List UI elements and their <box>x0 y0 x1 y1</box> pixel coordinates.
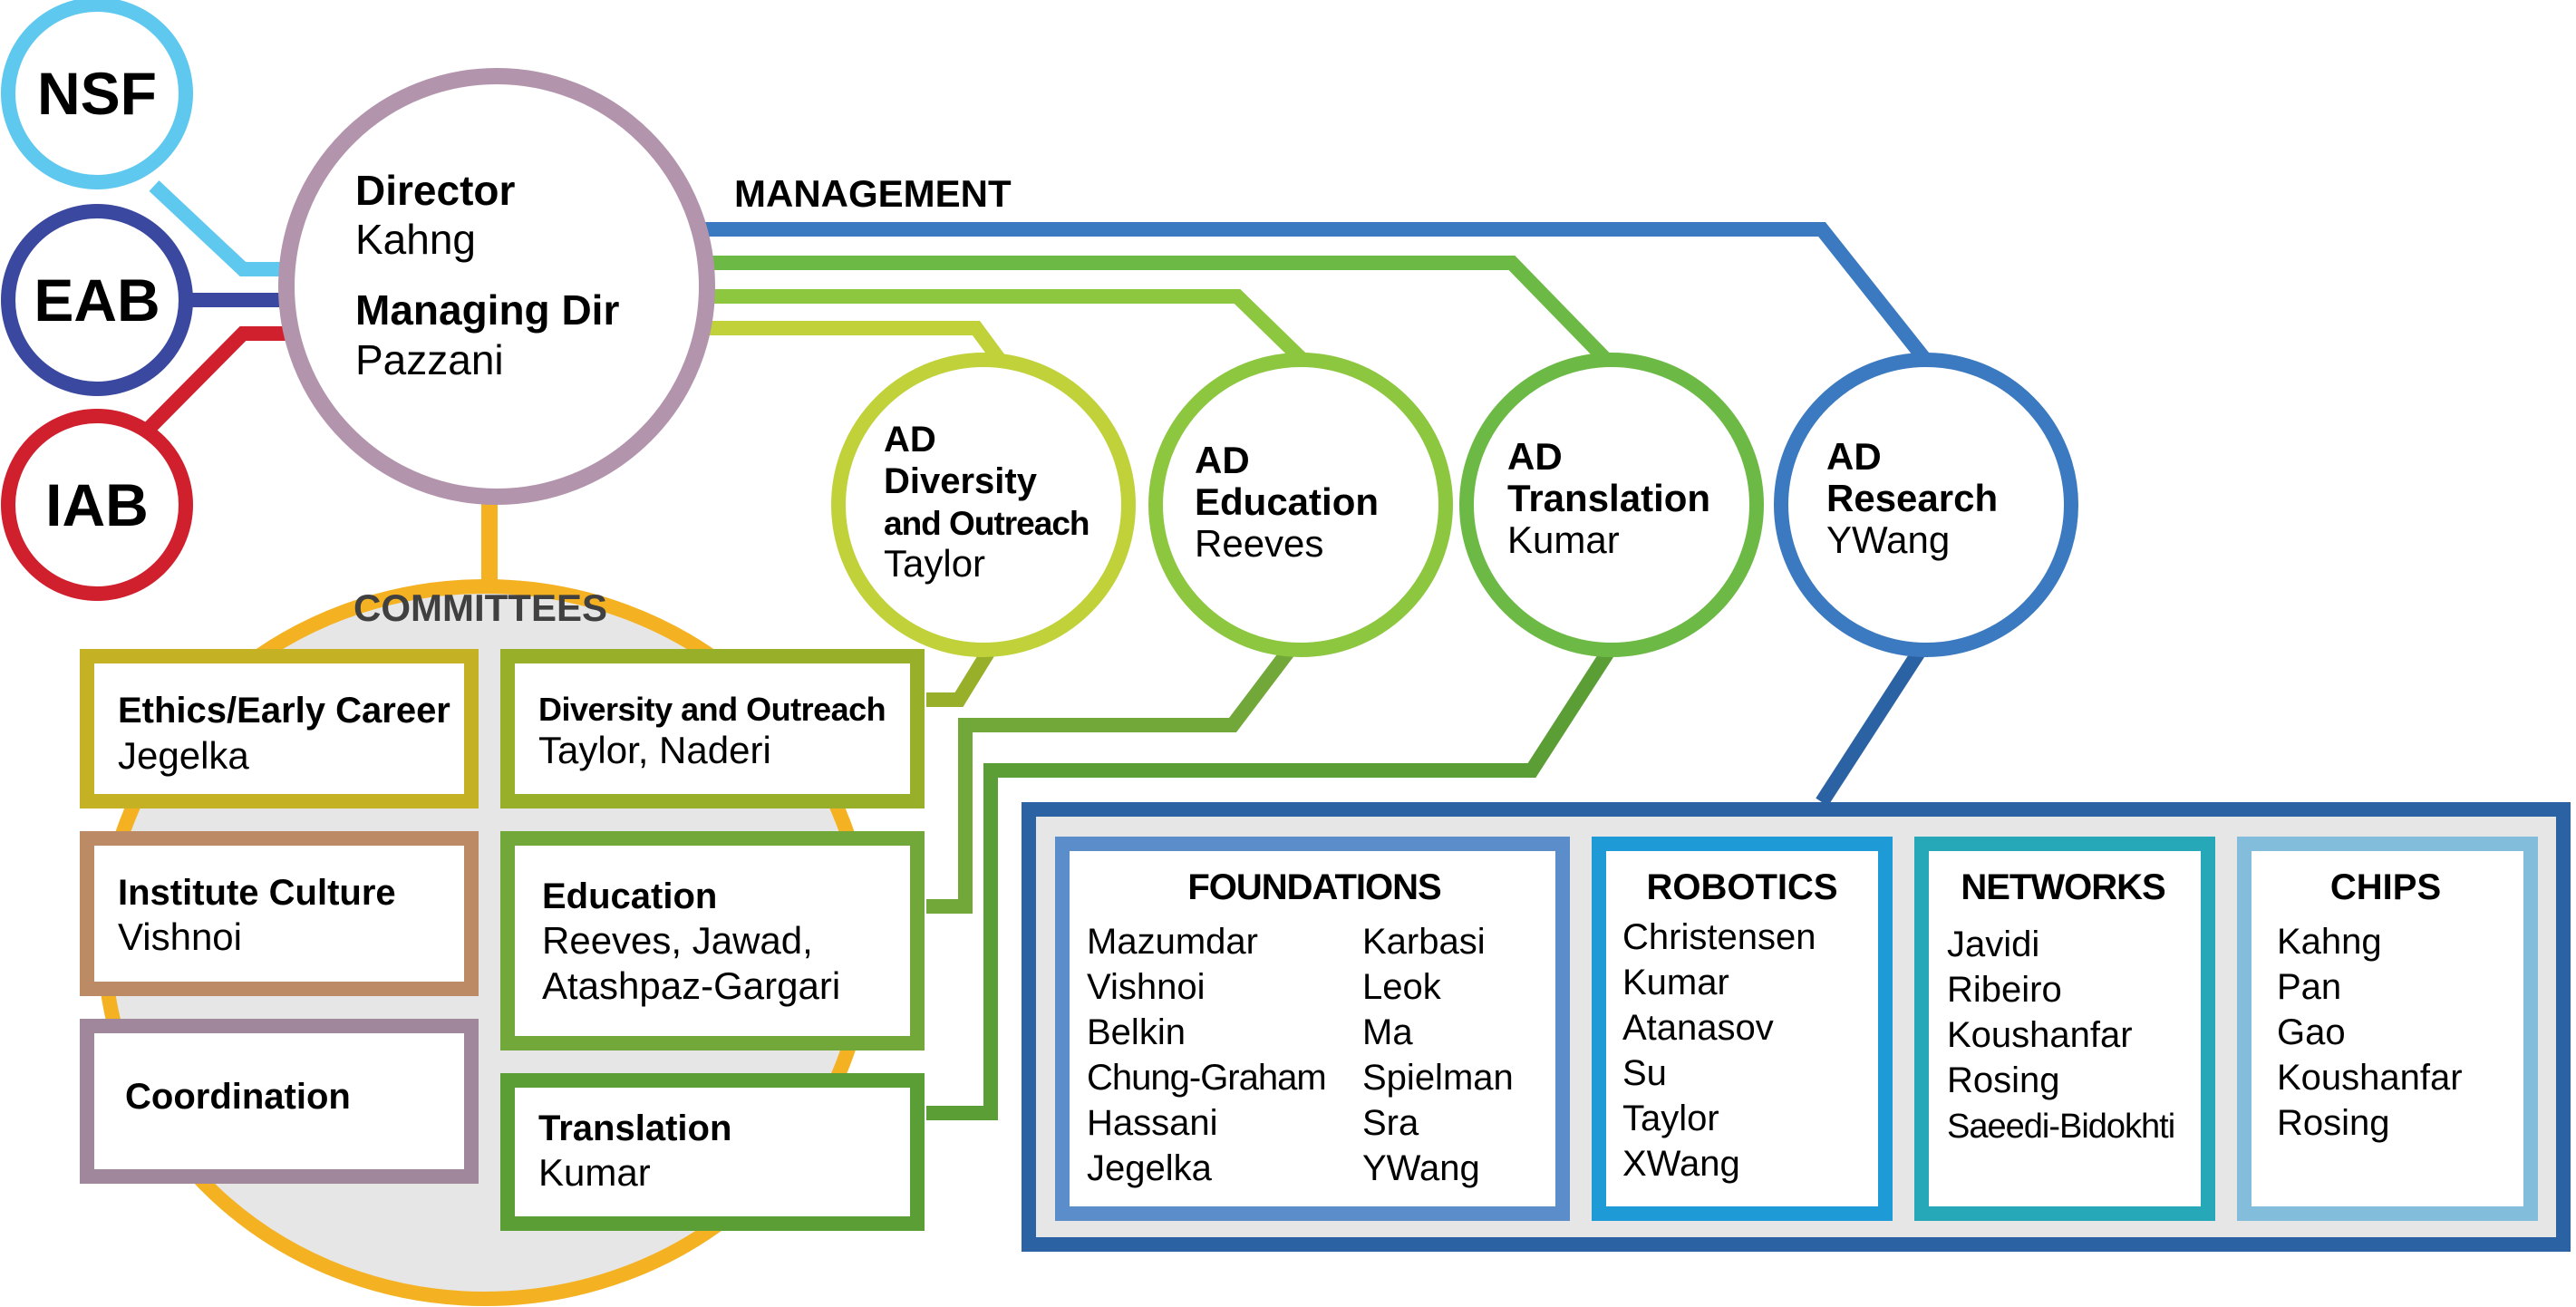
iab-label: IAB <box>45 471 149 538</box>
management-line-translation <box>707 256 1614 368</box>
foundations-member: Hassani <box>1087 1103 1218 1143</box>
chips-member: Rosing <box>2277 1103 2390 1143</box>
foundations-member: Spielman <box>1362 1058 1514 1098</box>
nsf-label: NSF <box>37 60 157 127</box>
committee-culture-title: Institute Culture <box>118 873 396 913</box>
robotics-member: Kumar <box>1622 963 1729 1002</box>
area-chips: CHIPS Kahng Pan Gao Koushanfar Rosing <box>2237 837 2538 1221</box>
committee-education-members-2: Atashpaz-Gargari <box>542 964 840 1007</box>
ad-translation-node: AD Translation Kumar <box>1459 353 1764 657</box>
committee-ethics-title: Ethics/Early Career <box>118 691 450 731</box>
ad-education-node: AD Education Reeves <box>1148 353 1453 657</box>
committees-heading: COMMITTEES <box>353 586 607 629</box>
area-robotics-title: ROBOTICS <box>1646 867 1837 907</box>
committee-translation-members: Kumar <box>538 1151 651 1194</box>
management-label: MANAGEMENT <box>734 172 1012 215</box>
management-line-diversity <box>707 321 1008 367</box>
ad-diversity-line-3: and Outreach <box>884 505 1089 542</box>
networks-member: Koushanfar <box>1947 1015 2133 1055</box>
networks-member: Saeedi-Bidokhti <box>1947 1108 2174 1146</box>
foundations-member: Belkin <box>1087 1012 1186 1052</box>
director-name: Kahng <box>355 216 476 263</box>
managing-director-title: Managing Dir <box>355 286 619 334</box>
eab-node: EAB <box>1 204 193 396</box>
committee-coordination: Coordination <box>80 1019 479 1184</box>
translation-to-committee-connector <box>926 646 1615 1120</box>
networks-member: Ribeiro <box>1947 970 2062 1010</box>
foundations-member: Jegelka <box>1087 1148 1213 1188</box>
foundations-member: Ma <box>1362 1012 1413 1052</box>
chips-member: Pan <box>2277 967 2341 1007</box>
iab-connector <box>144 326 299 433</box>
committee-diversity: Diversity and Outreach Taylor, Naderi <box>500 649 925 808</box>
networks-member: Rosing <box>1947 1060 2060 1100</box>
ad-research-line-2: Research <box>1826 477 1998 519</box>
area-foundations: FOUNDATIONS Mazumdar Vishnoi Belkin Chun… <box>1055 837 1570 1221</box>
robotics-member: Taylor <box>1622 1099 1719 1138</box>
management-line-research <box>698 222 1932 365</box>
foundations-member: Chung-Graham <box>1087 1058 1326 1098</box>
foundations-member: Mazumdar <box>1087 922 1258 962</box>
ad-research-node: AD Research YWang <box>1774 353 2078 657</box>
eab-label: EAB <box>34 266 160 334</box>
robotics-member: Christensen <box>1622 917 1816 957</box>
chips-member: Koushanfar <box>2277 1058 2463 1098</box>
ad-diversity-line-2: Diversity <box>884 461 1038 501</box>
ad-diversity-node: AD Diversity and Outreach Taylor <box>831 353 1136 657</box>
ad-diversity-line-1: AD <box>884 420 936 460</box>
ad-research-name: YWang <box>1826 518 1950 561</box>
nsf-node: NSF <box>1 0 193 189</box>
committee-ethics-members: Jegelka <box>118 734 249 777</box>
foundations-member: Leok <box>1362 967 1442 1007</box>
committee-diversity-title: Diversity and Outreach <box>538 691 886 728</box>
foundations-member: Karbasi <box>1362 922 1486 962</box>
ad-research-line-1: AD <box>1826 435 1882 478</box>
ad-diversity-name: Taylor <box>884 542 985 585</box>
committee-translation: Translation Kumar <box>500 1073 925 1231</box>
managing-director-name: Pazzani <box>355 336 504 383</box>
education-to-committee-connector <box>926 646 1295 914</box>
foundations-member: Sra <box>1362 1103 1419 1143</box>
iab-node: IAB <box>1 409 193 601</box>
committee-education: Education Reeves, Jawad, Atashpaz-Gargar… <box>500 831 925 1050</box>
committee-culture-members: Vishnoi <box>118 915 242 958</box>
area-robotics: ROBOTICS Christensen Kumar Atanasov Su T… <box>1592 837 1893 1221</box>
robotics-member: Atanasov <box>1622 1008 1774 1048</box>
ad-education-line-2: Education <box>1195 480 1379 523</box>
director-node: Director Kahng Managing Dir Pazzani <box>278 68 715 505</box>
committee-education-members-1: Reeves, Jawad, <box>542 919 813 962</box>
management-line-education <box>707 289 1311 368</box>
area-chips-title: CHIPS <box>2330 867 2441 907</box>
committee-education-title: Education <box>542 876 717 916</box>
committee-coordination-title: Coordination <box>125 1077 351 1117</box>
committee-culture: Institute Culture Vishnoi <box>80 831 479 996</box>
area-foundations-title: FOUNDATIONS <box>1187 867 1441 907</box>
robotics-member: XWang <box>1622 1144 1740 1184</box>
area-networks-title: NETWORKS <box>1961 867 2165 907</box>
committee-diversity-members: Taylor, Naderi <box>538 729 771 771</box>
committee-translation-title: Translation <box>538 1109 731 1148</box>
foundations-member: Vishnoi <box>1087 967 1205 1007</box>
diversity-to-committee-connector <box>926 648 994 707</box>
director-title: Director <box>355 167 515 214</box>
ad-translation-line-2: Translation <box>1507 477 1710 519</box>
ad-education-line-1: AD <box>1195 439 1250 481</box>
chips-member: Kahng <box>2277 922 2382 962</box>
ad-education-name: Reeves <box>1195 522 1323 565</box>
networks-member: Javidi <box>1947 925 2039 964</box>
ad-translation-line-1: AD <box>1507 435 1563 478</box>
area-networks: NETWORKS Javidi Ribeiro Koushanfar Rosin… <box>1914 837 2215 1221</box>
foundations-member: YWang <box>1362 1148 1480 1188</box>
ad-translation-name: Kumar <box>1507 518 1620 561</box>
research-to-areas-connector <box>1816 646 1926 807</box>
chips-member: Gao <box>2277 1012 2346 1052</box>
committee-ethics: Ethics/Early Career Jegelka <box>80 649 479 808</box>
robotics-member: Su <box>1622 1053 1667 1093</box>
